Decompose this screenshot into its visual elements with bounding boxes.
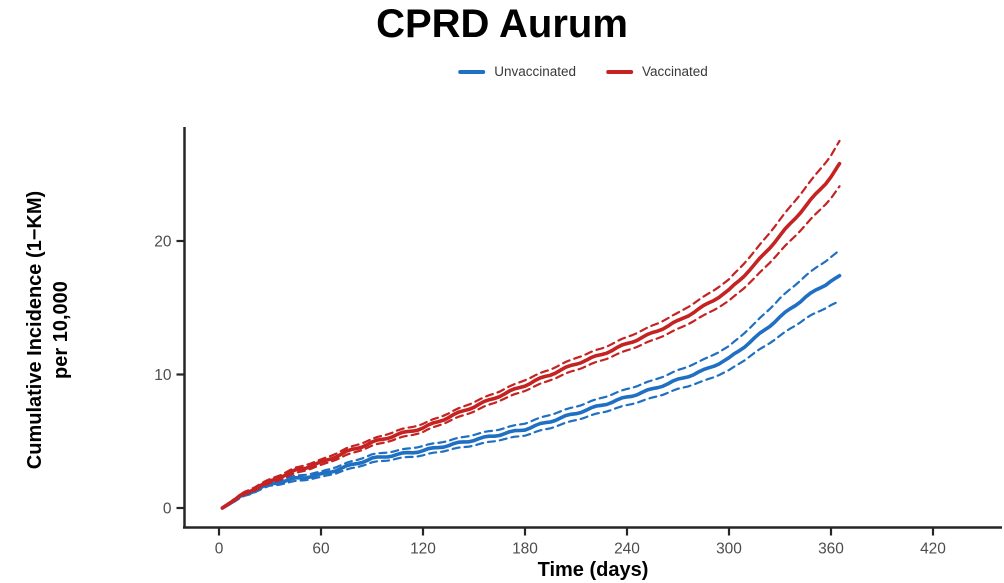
svg-text:60: 60 (312, 541, 330, 558)
svg-text:10: 10 (154, 367, 172, 384)
x-axis-title: Time (days) (537, 559, 649, 581)
vaccinated-line-key-icon (606, 69, 634, 74)
svg-text:420: 420 (920, 541, 946, 558)
legend: Unvaccinated Vaccinated (458, 64, 708, 79)
legend-label-vaccinated: Vaccinated (642, 64, 708, 79)
svg-text:180: 180 (512, 541, 538, 558)
chart-title: CPRD Aurum (376, 2, 628, 46)
svg-text:360: 360 (818, 541, 844, 558)
svg-text:240: 240 (614, 541, 640, 558)
legend-label-unvaccinated: Unvaccinated (494, 64, 577, 79)
svg-text:0: 0 (215, 541, 224, 558)
svg-text:300: 300 (716, 541, 742, 558)
legend-item-unvaccinated: Unvaccinated (458, 64, 576, 79)
svg-text:120: 120 (410, 541, 436, 558)
unvaccinated-line-key-icon (458, 69, 486, 74)
svg-text:0: 0 (163, 501, 172, 518)
svg-text:20: 20 (154, 234, 172, 251)
legend-item-vaccinated: Vaccinated (606, 64, 708, 79)
